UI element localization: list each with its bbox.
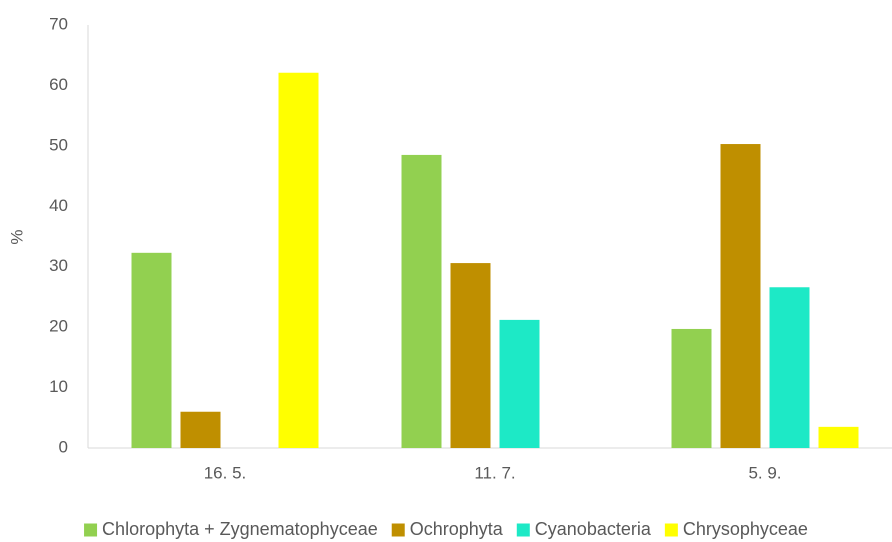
y-tick-label: 50 [49,135,68,154]
legend-label: Cyanobacteria [535,519,652,539]
bar [671,328,712,448]
legend-swatch [664,523,678,537]
legend-swatch [391,523,405,537]
legend-swatch [516,523,530,537]
y-axis-label: % [7,229,26,244]
x-tick-label: 11. 7. [474,463,515,482]
legend-label: Chlorophyta + Zygnematophyceae [102,519,378,539]
y-tick-label: 60 [49,75,68,94]
bar [401,154,442,448]
y-tick-label: 30 [49,256,68,275]
y-tick-label: 40 [49,196,68,215]
y-tick-label: 20 [49,317,68,336]
y-tick-label: 70 [49,14,68,33]
legend-label: Chrysophyceae [683,519,808,539]
bar [278,72,319,448]
x-tick-label: 16. 5. [204,463,247,482]
legend-swatch [84,523,98,537]
legend: Chlorophyta + Zygnematophyceae Ochrophyta… [84,519,808,539]
bar [818,426,859,448]
y-tick-label: 10 [49,377,68,396]
bar [131,252,172,448]
y-tick-label: 0 [59,437,68,456]
bar [769,287,810,448]
bar [180,411,221,448]
x-tick-label: 5. 9. [748,463,781,482]
bar [720,144,761,448]
legend-label: Ochrophyta [410,519,504,539]
bar [450,263,491,448]
bar [499,319,540,448]
